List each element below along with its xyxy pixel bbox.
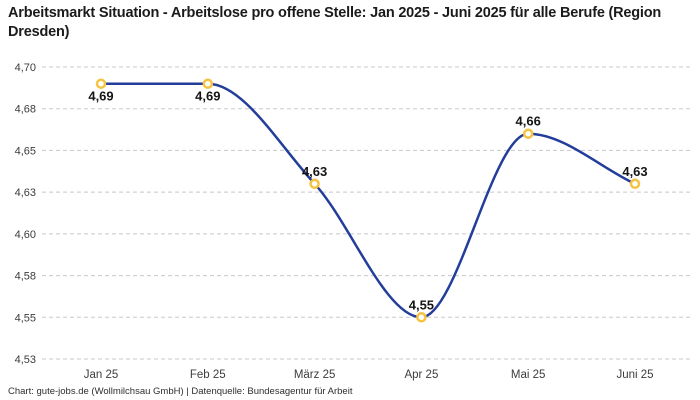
data-point-label: 4,55 (409, 297, 434, 312)
chart-title: Arbeitsmarkt Situation - Arbeitslose pro… (8, 5, 662, 40)
x-axis-tick-label: Juni 25 (616, 369, 653, 381)
y-axis-tick-label: 4,58 (15, 271, 36, 283)
x-axis-tick-label: Mai 25 (511, 369, 546, 381)
y-axis-tick-label: 4,65 (15, 145, 36, 157)
data-point-marker (95, 78, 107, 89)
chart-source-caption: Chart: gute-jobs.de (Wollmilchsau GmbH) … (8, 386, 353, 397)
x-axis-tick-label: Apr 25 (404, 369, 438, 381)
data-point-marker (309, 178, 320, 190)
x-axis-tick-label: März 25 (294, 369, 336, 381)
y-axis-tick-label: 4,68 (15, 104, 36, 116)
y-axis-tick-label: 4,60 (15, 229, 36, 241)
data-point-label: 4,66 (516, 114, 541, 129)
data-point-label: 4,63 (302, 164, 327, 179)
data-point-marker (522, 128, 534, 139)
data-line (99, 82, 637, 319)
y-axis-tick-label: 4,63 (15, 187, 36, 199)
x-axis-tick-label: Feb 25 (190, 369, 226, 381)
data-point-marker (202, 78, 214, 89)
data-point-marker (416, 312, 427, 323)
x-axis-tick-label: Jan 25 (84, 369, 119, 381)
data-point-marker (629, 178, 641, 190)
data-point-label: 4,63 (622, 164, 647, 179)
y-axis-tick-label: 4,70 (15, 62, 36, 74)
y-axis-tick-label: 4,53 (15, 354, 36, 366)
data-point-label: 4,69 (195, 89, 220, 104)
data-point-label: 4,69 (88, 89, 113, 104)
y-axis-tick-label: 4,55 (15, 312, 36, 324)
